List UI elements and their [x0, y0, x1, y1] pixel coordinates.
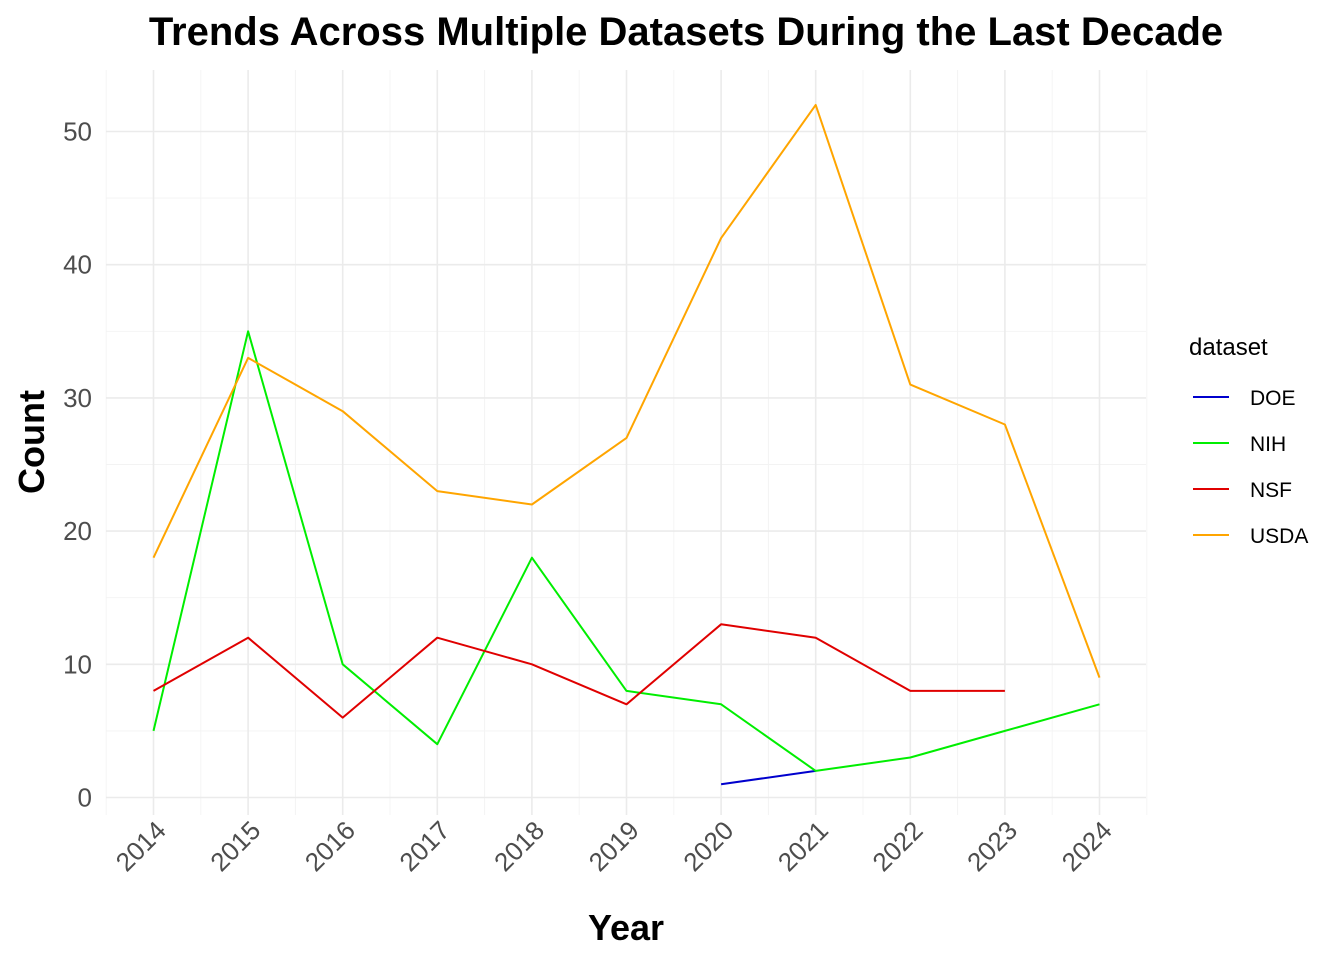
x-axis-title: Year: [588, 907, 664, 948]
legend-label-nsf: NSF: [1250, 479, 1292, 502]
y-tick-label: 30: [63, 383, 92, 413]
y-axis-title: Count: [11, 390, 52, 494]
series-line-nih: [152, 330, 1100, 772]
series-line-usda: [152, 103, 1101, 678]
legend-label-nih: NIH: [1250, 433, 1286, 456]
series-line-doe: [720, 769, 816, 786]
y-tick-label: 40: [63, 250, 92, 280]
legend-label-doe: DOE: [1250, 387, 1296, 410]
y-axis-ticks: 0 10 20 30 40 50: [63, 117, 92, 813]
y-tick-label: 0: [78, 783, 92, 813]
y-tick-label: 20: [63, 516, 92, 546]
y-tick-label: 10: [63, 649, 92, 679]
chart-title: Trends Across Multiple Datasets During t…: [149, 10, 1223, 54]
legend: dataset DOE NIH NSF USDA: [1189, 334, 1308, 548]
y-tick-label: 50: [63, 117, 92, 147]
legend-title: dataset: [1189, 334, 1268, 361]
series-line-nsf: [153, 623, 1005, 719]
series-lines: [152, 103, 1101, 786]
legend-label-usda: USDA: [1250, 525, 1308, 548]
